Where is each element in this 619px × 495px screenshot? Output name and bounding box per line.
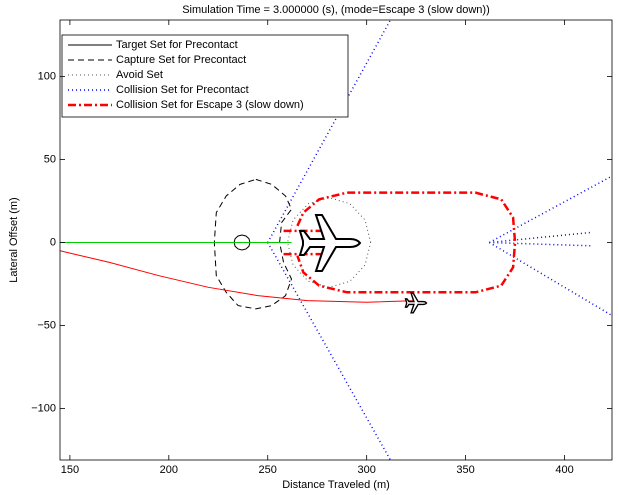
x-tick-label: 200 [160,464,178,476]
y-tick-label: 50 [44,153,56,165]
legend-label: Collision Set for Escape 3 (slow down) [116,99,304,111]
x-tick-label: 350 [456,464,474,476]
legend-label: Collision Set for Precontact [116,84,249,96]
x-tick-label: 300 [357,464,375,476]
x-tick-label: 150 [61,464,79,476]
legend-label: Capture Set for Precontact [116,54,246,66]
y-tick-label: −50 [37,319,56,331]
legend-label: Avoid Set [116,69,163,81]
y-tick-label: −100 [31,402,56,414]
x-axis-label: Distance Traveled (m) [282,479,390,491]
y-axis-label: Lateral Offset (m) [8,197,20,282]
legend-label: Target Set for Precontact [116,39,238,51]
y-tick-label: 0 [50,236,56,248]
x-tick-label: 250 [259,464,277,476]
chart: Simulation Time = 3.000000 (s), (mode=Es… [0,0,619,495]
chart-title: Simulation Time = 3.000000 (s), (mode=Es… [182,4,490,16]
legend: Target Set for Precontact Capture Set for… [62,35,348,117]
y-tick-label: 100 [38,70,56,82]
x-tick-label: 400 [555,464,573,476]
